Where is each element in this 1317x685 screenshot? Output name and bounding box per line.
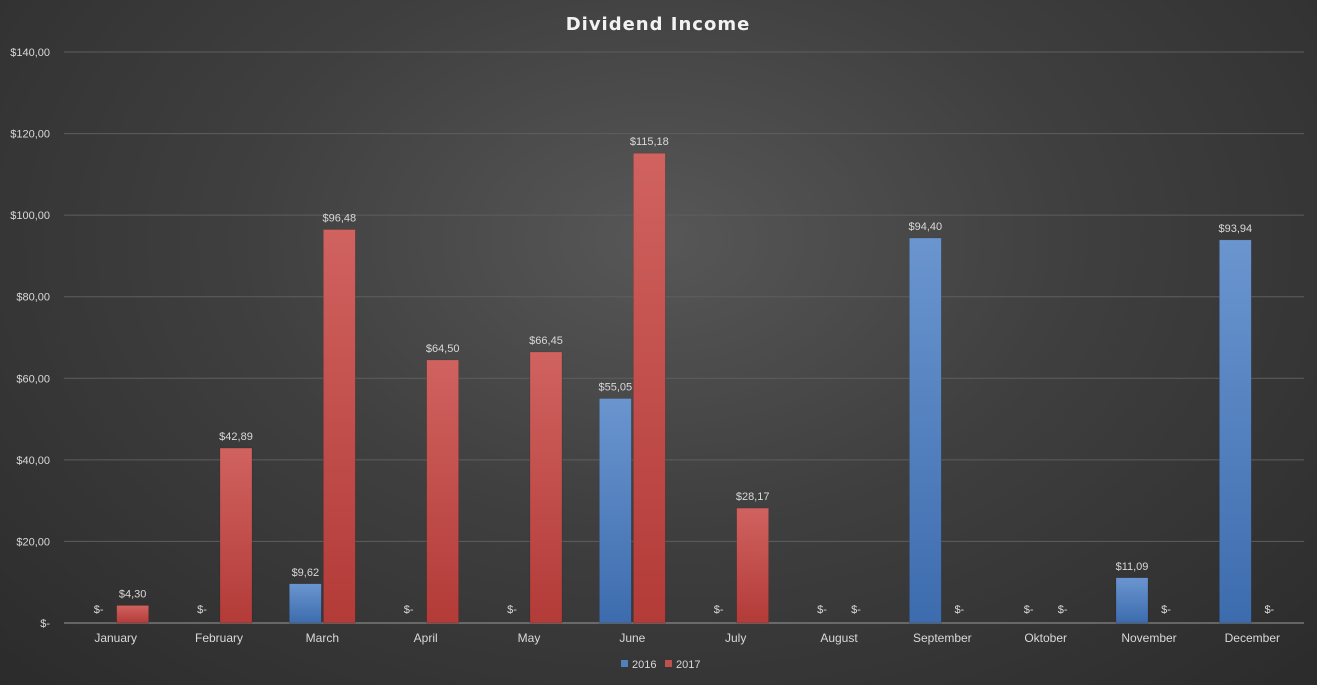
legend-swatch-2016 — [621, 660, 628, 667]
bar-2017-july — [736, 507, 769, 624]
y-axis: $- $20,00 $40,00 $60,00 $80,00 $100,00 $120,00… — [10, 47, 50, 630]
x-tick-label: March — [306, 631, 339, 645]
y-tick-label: $- — [40, 618, 50, 630]
x-tick-label: November — [1121, 631, 1176, 645]
bar-2016-december — [1219, 239, 1252, 624]
legend-swatch-2017 — [665, 660, 672, 667]
x-tick-label: September — [913, 631, 972, 645]
data-label: $- — [1024, 604, 1034, 616]
x-tick-label: May — [518, 631, 541, 645]
bar-2016-june — [599, 398, 632, 624]
data-label: $- — [94, 604, 104, 616]
y-tick-label: $80,00 — [16, 292, 50, 304]
data-label: $115,18 — [630, 136, 669, 148]
x-tick-label: July — [725, 631, 746, 645]
data-label: $- — [851, 604, 861, 616]
x-tick-label: April — [414, 631, 438, 645]
bar-2017-january — [116, 605, 149, 624]
data-label: $- — [197, 604, 207, 616]
data-label: $66,45 — [529, 335, 563, 347]
data-label: $- — [507, 604, 517, 616]
x-tick-label: Oktober — [1024, 631, 1067, 645]
bar-2017-june — [633, 152, 666, 624]
x-tick-label: February — [195, 631, 243, 645]
data-label: $- — [817, 604, 827, 616]
data-label: $64,50 — [426, 343, 460, 355]
x-axis: January February March April May June July Augu… — [94, 631, 1280, 645]
legend: 2016 2017 — [621, 659, 700, 671]
gridlines — [64, 51, 1304, 624]
data-label: $42,89 — [219, 431, 253, 443]
bar-2016-november — [1115, 577, 1149, 624]
y-tick-label: $20,00 — [16, 536, 50, 548]
data-label: $- — [954, 604, 964, 616]
y-tick-label: $120,00 — [10, 129, 50, 141]
y-tick-label: $60,00 — [16, 373, 50, 385]
x-tick-label: June — [619, 631, 645, 645]
data-label: $- — [714, 604, 724, 616]
chart-title: Dividend Income — [566, 14, 751, 35]
data-label: $28,17 — [736, 491, 770, 503]
data-label: $9,62 — [292, 567, 320, 579]
y-tick-label: $100,00 — [10, 210, 50, 222]
bar-2017-march — [323, 229, 356, 624]
data-label: $11,09 — [1116, 561, 1149, 573]
data-label: $- — [1264, 604, 1274, 616]
bar-2017-may — [529, 351, 563, 624]
data-label: $4,30 — [119, 588, 147, 600]
data-label: $93,94 — [1219, 223, 1253, 235]
data-label: $- — [1161, 604, 1171, 616]
x-tick-label: December — [1225, 631, 1280, 645]
bar-2017-april — [426, 359, 459, 624]
data-label: $- — [1058, 604, 1068, 616]
bar-2017-february — [219, 447, 253, 624]
data-label: $55,05 — [599, 381, 633, 393]
y-tick-label: $140,00 — [10, 47, 50, 59]
bar-2016-march — [289, 583, 322, 624]
legend-label-2016: 2016 — [632, 659, 656, 671]
legend-label-2017: 2017 — [676, 659, 700, 671]
x-tick-label: January — [94, 631, 137, 645]
data-label: $94,40 — [909, 221, 943, 233]
y-tick-label: $40,00 — [16, 455, 50, 467]
data-label: $96,48 — [323, 212, 357, 224]
bar-2016-september — [909, 237, 942, 624]
x-tick-label: August — [820, 631, 858, 645]
data-labels: $- $4,30 $- $42,89 $9,62 $96,48 $- $64,50 $- $66,… — [94, 136, 1275, 616]
bars — [116, 152, 1252, 624]
data-label: $- — [404, 604, 414, 616]
